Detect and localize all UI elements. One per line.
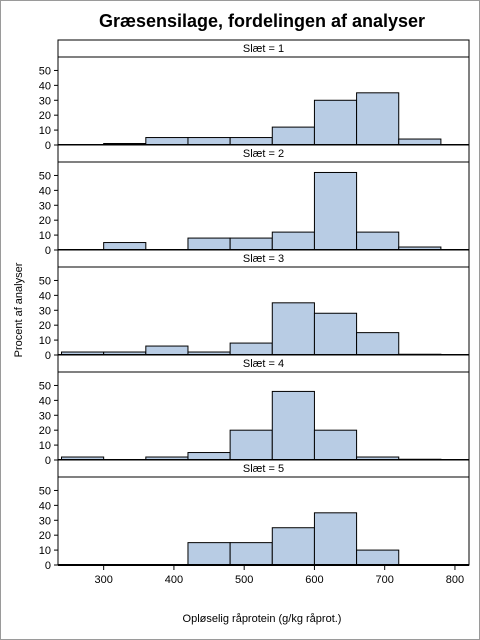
- panel-1: Slæt = 1 0 10 20 30 40 50: [39, 39, 470, 152]
- y-tick-label: 0: [45, 350, 51, 362]
- histogram-bar: [229, 542, 273, 566]
- y-tick-label: 30: [39, 410, 51, 422]
- y-tick-label: 40: [39, 185, 51, 197]
- panel-strip-label: Slæt = 2: [243, 148, 284, 160]
- y-tick-label: 0: [45, 455, 51, 467]
- x-tick-label: 400: [165, 574, 183, 586]
- histogram-bar: [103, 242, 147, 251]
- y-tick-label: 10: [39, 230, 51, 242]
- histogram-bar: [271, 527, 315, 566]
- y-tick-label: 40: [39, 80, 51, 92]
- y-tick-label: 20: [39, 530, 51, 542]
- y-tick-label: 40: [39, 290, 51, 302]
- x-tick-label: 700: [376, 574, 394, 586]
- histogram-bar: [271, 231, 315, 251]
- y-tick-label: 20: [39, 425, 51, 437]
- histogram-bar: [229, 429, 273, 461]
- y-tick-label: 50: [39, 380, 51, 392]
- y-tick-label: 40: [39, 500, 51, 512]
- y-tick-label: 20: [39, 110, 51, 122]
- panel-strip-label: Slæt = 1: [243, 43, 284, 55]
- histogram-bar: [187, 137, 231, 146]
- histogram-bar: [271, 126, 315, 146]
- y-tick-label: 40: [39, 395, 51, 407]
- histogram-bar: [313, 171, 358, 251]
- y-tick-label: 10: [39, 335, 51, 347]
- y-tick-label: 20: [39, 215, 51, 227]
- x-tick-label: 300: [94, 574, 112, 586]
- y-tick-label: 20: [39, 320, 51, 332]
- y-tick-label: 50: [39, 485, 51, 497]
- y-tick-label: 0: [45, 560, 51, 572]
- panel-strip-label: Slæt = 5: [243, 463, 284, 475]
- histogram-bar: [145, 137, 189, 146]
- panel-plot-area: [57, 266, 470, 356]
- panel-5: Slæt = 5 0 10 20 30 40 50: [39, 459, 470, 572]
- y-tick-label: 10: [39, 125, 51, 137]
- x-tick-label: 800: [446, 574, 464, 586]
- panel-strip-label: Slæt = 4: [243, 358, 284, 370]
- y-axis-label: Procent af analyser: [13, 262, 25, 357]
- histogram-bar: [187, 237, 231, 251]
- x-tick-label: 500: [235, 574, 253, 586]
- histogram-bar: [313, 429, 358, 461]
- y-tick-label: 0: [45, 140, 51, 152]
- y-tick-label: 30: [39, 200, 51, 212]
- y-tick-label: 50: [39, 65, 51, 77]
- panel-plot-area: [57, 56, 470, 146]
- y-tick-label: 10: [39, 440, 51, 452]
- panel-plot-area: [57, 161, 470, 251]
- y-tick-label: 10: [39, 545, 51, 557]
- y-tick-label: 30: [39, 95, 51, 107]
- histogram-bar: [356, 332, 400, 356]
- panel-2: Slæt = 2 0 10 20 30 40 50: [39, 144, 470, 257]
- panel-strip-label: Slæt = 3: [243, 253, 284, 265]
- x-tick-label: 600: [305, 574, 323, 586]
- histogram-bar: [271, 302, 315, 356]
- histogram-bar: [145, 345, 189, 356]
- y-tick-label: 50: [39, 275, 51, 287]
- histogram-bar: [356, 92, 400, 146]
- panel-4: Slæt = 4 0 10 20 30 40 50: [39, 354, 470, 467]
- chart-title: Græsensilage, fordelingen af analyser: [99, 11, 425, 31]
- histogram-bar: [356, 549, 400, 566]
- histogram-bar: [313, 512, 358, 566]
- histogram-bar: [313, 99, 358, 146]
- panel-3: Slæt = 3 0 10 20 30 40 50: [39, 249, 470, 362]
- histogram-bar: [313, 312, 358, 356]
- histogram-bar: [229, 342, 273, 356]
- y-tick-label: 30: [39, 515, 51, 527]
- histogram-bar: [271, 390, 315, 461]
- y-tick-label: 30: [39, 305, 51, 317]
- x-axis-label: Opløselig råprotein (g/kg råprot.): [183, 613, 342, 625]
- histogram-bar: [187, 452, 231, 461]
- histogram-bar: [187, 542, 231, 566]
- histogram-bar: [356, 231, 400, 251]
- histogram-bar: [229, 137, 273, 146]
- y-tick-label: 50: [39, 170, 51, 182]
- y-tick-label: 0: [45, 245, 51, 257]
- histogram-bar: [229, 237, 273, 251]
- x-axis: 300 400 500 600 700 800: [94, 565, 464, 586]
